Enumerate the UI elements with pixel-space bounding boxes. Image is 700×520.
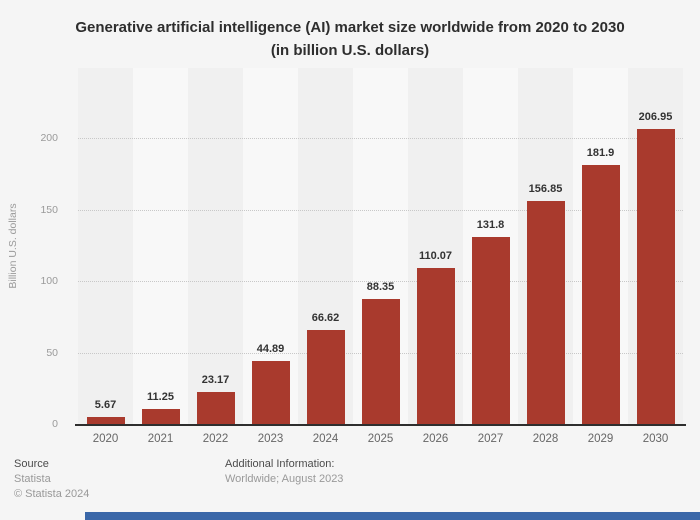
plot-area: 5.67 11.25 23.17 44.89 66.62 88.35 110.07 131.8… bbox=[75, 68, 686, 426]
bar-2022[interactable] bbox=[196, 391, 235, 425]
column-stripe-2021 bbox=[133, 68, 188, 425]
source-label: Source bbox=[14, 458, 49, 470]
bar-2029[interactable] bbox=[581, 164, 620, 425]
value-label-2023: 44.89 bbox=[256, 342, 285, 355]
x-axis-line bbox=[75, 424, 686, 426]
x-axis-label-2022: 2022 bbox=[202, 433, 229, 445]
x-axis-label-2023: 2023 bbox=[257, 433, 284, 445]
additional-info-block: Additional Information: Worldwide; Augus… bbox=[225, 458, 343, 485]
bar-2026[interactable] bbox=[416, 267, 455, 425]
x-axis-label-2030: 2030 bbox=[642, 433, 669, 445]
x-axis-label-2026: 2026 bbox=[422, 433, 449, 445]
y-tick-200: 200 bbox=[40, 132, 58, 144]
value-label-2026: 110.07 bbox=[418, 249, 453, 262]
value-label-2027: 131.8 bbox=[476, 218, 505, 231]
value-label-2022: 23.17 bbox=[201, 373, 230, 386]
bar-2023[interactable] bbox=[251, 360, 290, 425]
value-label-2021: 11.25 bbox=[147, 390, 174, 403]
x-axis-label-2025: 2025 bbox=[367, 433, 394, 445]
x-axis-label-2027: 2027 bbox=[477, 433, 504, 445]
column-stripe-2020 bbox=[78, 68, 133, 425]
copyright-notice: © Statista 2024 bbox=[14, 488, 90, 500]
value-label-2020: 5.67 bbox=[94, 398, 117, 411]
bar-2027[interactable] bbox=[471, 236, 510, 425]
value-label-2025: 88.35 bbox=[366, 280, 395, 293]
y-tick-0: 0 bbox=[52, 418, 58, 430]
y-tick-100: 100 bbox=[40, 275, 58, 287]
value-label-2030: 206.95 bbox=[638, 111, 673, 124]
x-axis-label-2024: 2024 bbox=[312, 433, 339, 445]
horizontal-scrollbar-thumb[interactable] bbox=[85, 512, 700, 520]
bar-2030[interactable] bbox=[636, 129, 675, 425]
x-axis-label-2029: 2029 bbox=[587, 433, 614, 445]
column-stripe-2022 bbox=[188, 68, 243, 425]
source-value: Statista bbox=[14, 473, 51, 485]
gridline-150 bbox=[78, 209, 683, 211]
x-axis-label-2028: 2028 bbox=[532, 433, 559, 445]
additional-info-value: Worldwide; August 2023 bbox=[225, 473, 344, 485]
bar-2021[interactable] bbox=[141, 408, 180, 425]
value-label-2028: 156.85 bbox=[528, 182, 563, 195]
gridline-200 bbox=[78, 138, 683, 139]
y-tick-50: 50 bbox=[46, 346, 58, 359]
bar-2020[interactable] bbox=[86, 416, 125, 425]
additional-info-label: Additional Information: bbox=[225, 458, 335, 470]
value-label-2024: 66.62 bbox=[311, 311, 340, 324]
gridline-100 bbox=[78, 281, 683, 282]
chart-title: Generative artificial intelligence (AI) … bbox=[75, 19, 625, 60]
x-axis-label-2021: 2021 bbox=[147, 433, 174, 445]
bar-2028[interactable] bbox=[526, 200, 565, 425]
bar-2024[interactable] bbox=[306, 329, 345, 425]
source-block: Source Statista © Statista 2024 bbox=[14, 458, 89, 503]
bar-2025[interactable] bbox=[361, 298, 400, 425]
x-axis-label-2020: 2020 bbox=[92, 433, 119, 445]
y-tick-150: 150 bbox=[40, 203, 58, 216]
value-label-2029: 181.9 bbox=[586, 146, 615, 159]
